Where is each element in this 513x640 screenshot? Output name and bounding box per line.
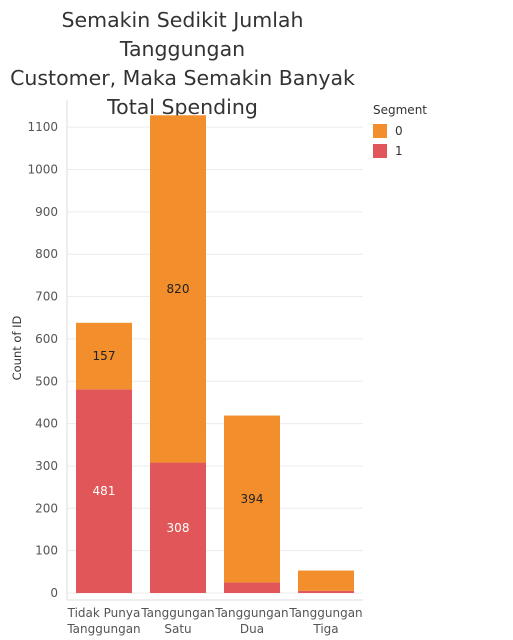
chart-title-line-1: Semakin Sedikit Jumlah Tanggungan (61, 8, 304, 61)
y-tick-label: 300 (35, 459, 58, 473)
bar-segment-1 (150, 462, 206, 593)
data-label: 394 (241, 492, 264, 506)
chart-title-line-3: Total Spending (107, 95, 258, 119)
legend-label-1: 1 (395, 144, 403, 158)
bar-segment-0 (150, 115, 206, 463)
legend-title: Segment (373, 103, 427, 117)
legend-item-0[interactable]: 0 (373, 121, 427, 141)
x-tick-label: Tanggungan (214, 606, 288, 620)
y-tick-label: 0 (50, 586, 58, 600)
y-tick-label: 200 (35, 501, 58, 515)
data-label: 481 (93, 484, 116, 498)
legend-item-1[interactable]: 1 (373, 141, 427, 161)
y-tick-label: 500 (35, 374, 58, 388)
y-axis-label: Count of ID (10, 315, 24, 380)
y-tick-label: 100 (35, 544, 58, 558)
bar-segment-1 (76, 389, 132, 593)
x-tick-label: Tanggungan (288, 606, 362, 620)
y-tick-label: 1100 (27, 120, 58, 134)
bar-segment-0 (76, 322, 132, 390)
y-tick-label: 1000 (27, 163, 58, 177)
x-tick-label: Tanggungan (66, 622, 140, 636)
y-tick-label: 900 (35, 205, 58, 219)
data-label: 820 (167, 282, 190, 296)
legend-swatch-0 (373, 124, 387, 138)
bar-segment-1 (298, 590, 354, 593)
x-tick-label: Tiga (312, 622, 338, 636)
x-tick-label: Tidak Punya (67, 606, 141, 620)
legend-label-0: 0 (395, 124, 403, 138)
x-tick-label: Tanggungan (140, 606, 214, 620)
bar-segment-0 (224, 415, 280, 583)
x-tick-label: Dua (240, 622, 264, 636)
y-tick-label: 600 (35, 332, 58, 346)
chart-title: Semakin Sedikit Jumlah Tanggungan Custom… (0, 6, 365, 122)
chart-title-line-2: Customer, Maka Semakin Banyak (10, 66, 355, 90)
y-tick-label: 800 (35, 247, 58, 261)
x-tick-label: Satu (164, 622, 191, 636)
bar-segment-1 (224, 582, 280, 593)
legend-swatch-1 (373, 144, 387, 158)
data-label: 157 (93, 349, 116, 363)
data-label: 308 (167, 521, 190, 535)
legend: Segment 0 1 (373, 103, 427, 161)
y-tick-label: 700 (35, 290, 58, 304)
y-tick-label: 400 (35, 417, 58, 431)
bar-segment-0 (298, 570, 354, 591)
